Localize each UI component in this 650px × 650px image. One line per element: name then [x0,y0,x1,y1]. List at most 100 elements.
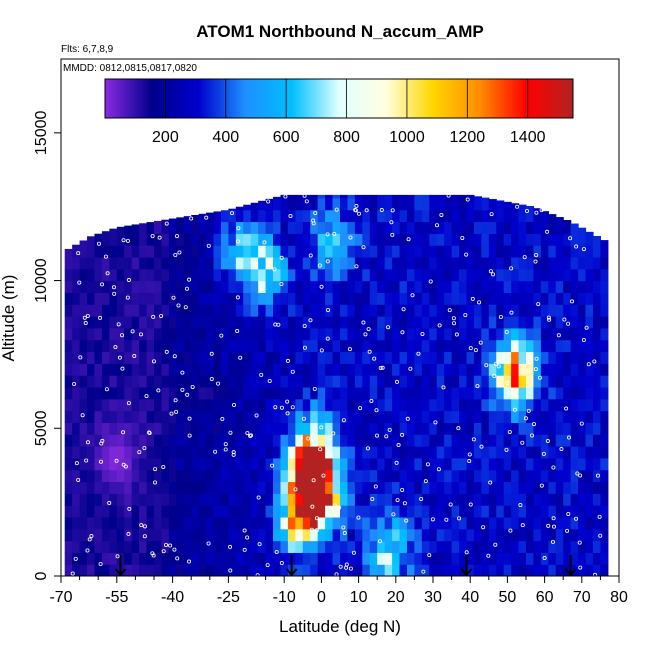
heatmap-cell [116,528,125,542]
heatmap-cell [176,564,185,576]
heatmap-cell [414,339,423,353]
heatmap-cell [473,256,482,270]
heatmap-cell [258,256,267,270]
heatmap-cell [101,505,110,518]
heatmap-cell [124,422,133,435]
sample-point [187,559,192,564]
sample-point [448,502,453,507]
heatmap-cell [265,363,274,376]
heatmap-cell [191,316,200,329]
heatmap-cell [220,351,229,364]
heatmap-cell [310,351,319,364]
heatmap-cell [392,540,401,553]
heatmap-cell [228,209,237,223]
heatmap-cell [436,446,445,459]
heatmap-cell [273,280,282,293]
heatmap-cell [198,446,207,459]
sample-point [161,549,166,554]
heatmap-cell [206,540,215,553]
heatmap-cell [340,197,349,211]
heatmap-cell [191,552,200,565]
heatmap-cell [444,351,453,364]
heatmap-cell [280,469,289,483]
sample-point [468,346,473,351]
heatmap-cell [421,457,430,471]
sample-point [494,361,499,366]
heatmap-cell [131,386,140,400]
heatmap-cell [258,528,267,542]
sample-point [478,340,483,345]
heatmap-cell [354,398,363,412]
heatmap-cell [310,280,319,293]
heatmap-cell [362,386,371,400]
heatmap-cell [176,217,185,223]
heatmap-cell [198,386,207,400]
heatmap-cell [488,375,497,388]
heatmap-cell [131,540,140,553]
sample-point [338,564,343,569]
heatmap-cell [101,351,110,364]
heatmap-cell [444,457,453,471]
heatmap-cell [250,481,259,494]
heatmap-cell [124,304,133,317]
heatmap-cell [481,552,490,565]
heatmap-cell [384,446,393,459]
heatmap-cell [377,481,386,494]
heatmap-cell [94,552,103,565]
heatmap-cell [168,245,177,258]
heatmap-cell [213,505,222,518]
heatmap-cell [310,434,319,447]
heatmap-cell [79,327,88,341]
heatmap-cell [406,280,415,293]
heatmap-cell [139,469,148,483]
heatmap-cell [578,469,587,483]
heatmap-cell [488,540,497,553]
heatmap-cell [414,457,423,471]
heatmap-cell [124,434,133,447]
heatmap-cell [243,398,252,412]
heatmap-cell [191,233,200,246]
sample-point [279,405,284,410]
heatmap-cell [473,469,482,483]
heatmap-cell [198,304,207,317]
sample-point [98,315,103,320]
heatmap-cell [72,434,81,447]
sample-point [273,405,278,410]
heatmap-cell [250,398,259,412]
heatmap-cell [317,268,326,282]
heatmap-cell [87,256,96,270]
heatmap-cell [563,386,572,400]
heatmap-cell [466,245,475,258]
sample-point [127,506,132,511]
heatmap-cell [354,339,363,353]
heatmap-cell [79,280,88,293]
heatmap-cell [325,256,334,270]
sample-point [512,407,517,412]
heatmap-cell [555,457,564,471]
heatmap-cell [511,505,520,518]
heatmap-cell [258,316,267,329]
heatmap-cell [340,434,349,447]
heatmap-cell [429,386,438,400]
heatmap-cell [540,434,549,447]
heatmap-cell [258,304,267,317]
heatmap-cell [79,292,88,305]
heatmap-cell [213,351,222,364]
heatmap-cell [139,233,148,246]
heatmap-cell [481,197,490,199]
heatmap-cell [570,233,579,246]
heatmap-cell [191,292,200,305]
heatmap-cell [243,386,252,400]
heatmap-cell [317,375,326,388]
heatmap-cell [116,280,125,293]
heatmap-cell [414,410,423,423]
heatmap-cell [488,245,497,258]
heatmap-cell [87,292,96,305]
heatmap-cell [191,410,200,423]
heatmap-cell [563,410,572,423]
heatmap-cell [406,434,415,447]
heatmap-cell [570,223,579,234]
heatmap-cell [466,552,475,565]
heatmap-cell [94,564,103,576]
heatmap-cell [302,457,311,471]
